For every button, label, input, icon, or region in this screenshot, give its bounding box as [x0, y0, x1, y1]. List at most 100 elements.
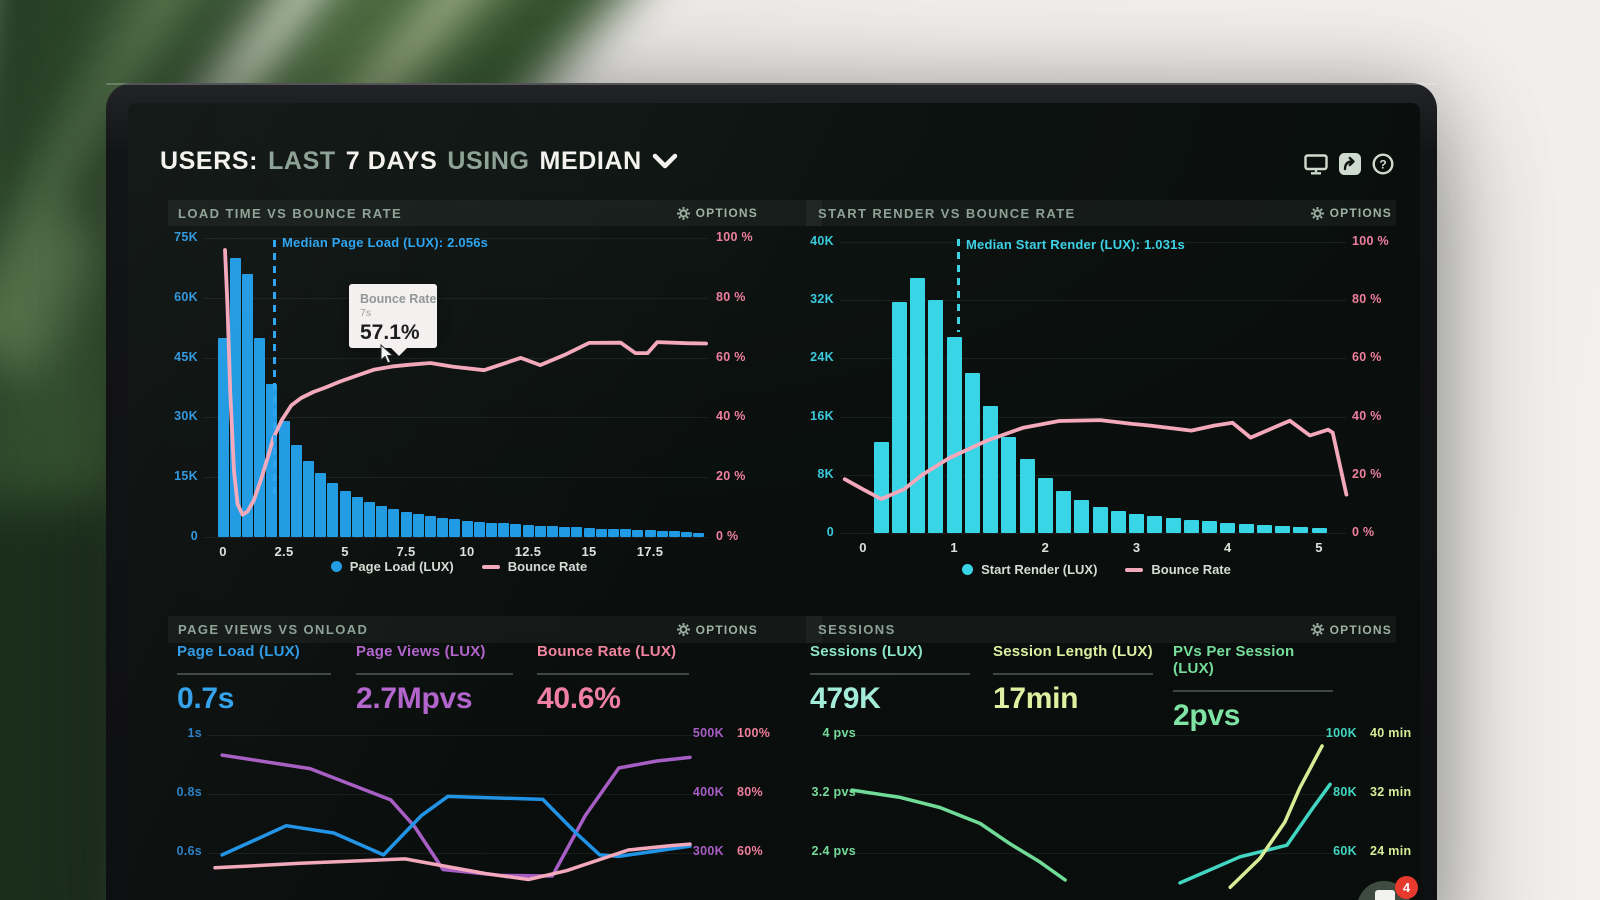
help-icon[interactable]: ?: [1372, 153, 1394, 175]
chart-load-time: 75K 100 % 60K 80 % 45K 60 % 30K 40 % 15K 20 % 0 0 %…: [128, 103, 1420, 900]
histogram-bar: [1074, 500, 1090, 533]
gridline: [208, 735, 694, 736]
legend-line-swatch: [1125, 567, 1144, 572]
gridline: [840, 242, 1346, 243]
y-axis-right-label: 400K: [692, 785, 724, 799]
histogram-bar: [595, 528, 607, 537]
mouse-cursor-icon: [380, 343, 394, 364]
title-segment: MEDIAN: [539, 147, 642, 175]
options-button[interactable]: OPTIONS: [676, 206, 758, 220]
histogram-bar: [278, 421, 290, 537]
metric-value: 17min: [993, 682, 1079, 715]
options-button[interactable]: OPTIONS: [1310, 206, 1392, 220]
histogram-bar: [546, 526, 558, 537]
tooltip-value: 57.1%: [360, 321, 420, 344]
legend-dot-swatch: [330, 561, 342, 572]
metric-pvs-per-session: PVs Per Session (LUX) 2pvs: [1173, 643, 1333, 733]
legend-item[interactable]: Start Render (LUX): [962, 562, 1097, 577]
histogram-bar: [632, 529, 644, 537]
legend-item[interactable]: Bounce Rate: [481, 559, 587, 574]
panel-header-page-views: PAGE VIEWS VS ONLOAD OPTIONS: [168, 616, 822, 643]
histogram-bar: [1147, 516, 1163, 533]
histogram-bar: [607, 529, 619, 537]
y-axis-right-label: 40 %: [716, 409, 746, 424]
display-icon[interactable]: [1304, 153, 1328, 175]
histogram-bar: [583, 528, 595, 537]
page-load-line: [220, 794, 692, 859]
chart-sessions: 4 pvs 100K 40 min 3.2 pvs 80K 32 min 2.4 pvs 60…: [128, 103, 1420, 900]
y-axis-left-label: 30K: [174, 409, 198, 424]
y-axis-right-label: 100K: [1325, 726, 1357, 740]
y-axis-left-label: 15K: [174, 469, 198, 484]
y-axis-right-label: 80K: [1333, 785, 1357, 799]
x-axis-label: 0: [219, 544, 227, 559]
gridline: [204, 477, 708, 479]
y-axis-left-label: 24K: [810, 350, 834, 365]
legend-item[interactable]: Bounce Rate: [1125, 562, 1231, 577]
bounce-rate-line: [223, 248, 708, 517]
options-button[interactable]: OPTIONS: [1310, 623, 1392, 637]
x-axis-label: 5: [341, 544, 349, 559]
y-axis-right-label: 80 %: [1352, 292, 1382, 307]
median-label: Median Start Render (LUX): 1.031s: [966, 237, 1185, 252]
sessions-line: [1178, 782, 1332, 885]
gridline: [208, 853, 694, 854]
y-axis-left-label: 3.2 pvs: [811, 785, 856, 799]
x-axis-label: 3: [1132, 540, 1141, 555]
metric-bounce-rate: Bounce Rate (LUX) 40.6%: [537, 643, 689, 716]
metric-sessions: Sessions (LUX) 479K: [810, 643, 970, 716]
chart-page-views: 1s 500K 100% 0.8s 400K 80% 0.6s 300K 60%: [128, 103, 1420, 900]
y-axis-right-label-2: 100%: [737, 726, 771, 740]
y-axis-right-label-2: 24 min: [1370, 844, 1412, 858]
y-axis-left-label: 1s: [187, 726, 202, 740]
metric-page-load: Page Load (LUX) 0.7s: [177, 643, 331, 716]
options-button[interactable]: OPTIONS: [676, 623, 758, 637]
legend-dot-swatch: [962, 564, 974, 575]
histogram-bar: [1220, 522, 1236, 533]
chat-window-icon: [1375, 890, 1395, 900]
title-segment: USING: [447, 147, 530, 175]
gridline: [204, 297, 708, 299]
histogram-bar: [946, 336, 962, 533]
histogram-bar: [1129, 514, 1145, 533]
metric-value: 2pvs: [1173, 699, 1241, 732]
metric-page-views: Page Views (LUX) 2.7Mpvs: [356, 643, 513, 716]
legend-item[interactable]: Page Load (LUX): [330, 559, 454, 574]
histogram-bar: [964, 372, 980, 533]
panel-header-sessions: SESSIONS OPTIONS: [806, 616, 1396, 643]
panel-title: PAGE VIEWS VS ONLOAD: [178, 622, 369, 637]
histogram-bar: [339, 491, 351, 537]
y-axis-left-label: 4 pvs: [822, 726, 856, 740]
x-axis-label: 5: [1315, 540, 1323, 555]
y-axis-left-label: 2.4 pvs: [811, 844, 856, 858]
panel-title: START RENDER VS BOUNCE RATE: [818, 205, 1076, 221]
y-axis-left-label: 75K: [174, 230, 198, 244]
x-axis-label: 15: [581, 544, 597, 559]
x-axis-label: 2.5: [274, 544, 294, 559]
notification-badge: 4: [1395, 876, 1418, 899]
y-axis-left-label: 45K: [174, 349, 198, 364]
chevron-down-icon: [652, 153, 678, 169]
histogram-bar: [928, 300, 944, 533]
x-axis-label: 10: [459, 544, 475, 559]
histogram-bar: [241, 273, 253, 537]
x-axis-label: 4: [1224, 540, 1232, 555]
pvs-per-session-line: [850, 788, 1067, 882]
users-range-dropdown[interactable]: USERS: LAST 7 DAYS USING MEDIAN: [160, 147, 678, 176]
share-icon[interactable]: [1339, 153, 1361, 175]
histogram-bar: [1311, 527, 1327, 533]
histogram-bar: [1202, 521, 1218, 533]
panel-title: SESSIONS: [818, 622, 896, 637]
histogram-bar: [620, 529, 632, 537]
histogram-bar: [891, 301, 907, 533]
histogram-bar: [559, 527, 571, 537]
y-axis-right-label-2: 40 min: [1370, 726, 1412, 740]
panel-header-load-time: LOAD TIME VS BOUNCE RATE OPTIONS: [168, 200, 822, 226]
histogram-bar: [254, 337, 266, 537]
legend: Page Load (LUX) Bounce Rate: [212, 559, 706, 574]
y-axis-right-label: 60 %: [1352, 350, 1382, 365]
bounce-rate-path: [842, 418, 1349, 501]
histogram-bar: [1092, 506, 1108, 533]
y-axis-right-label: 500K: [692, 726, 724, 740]
